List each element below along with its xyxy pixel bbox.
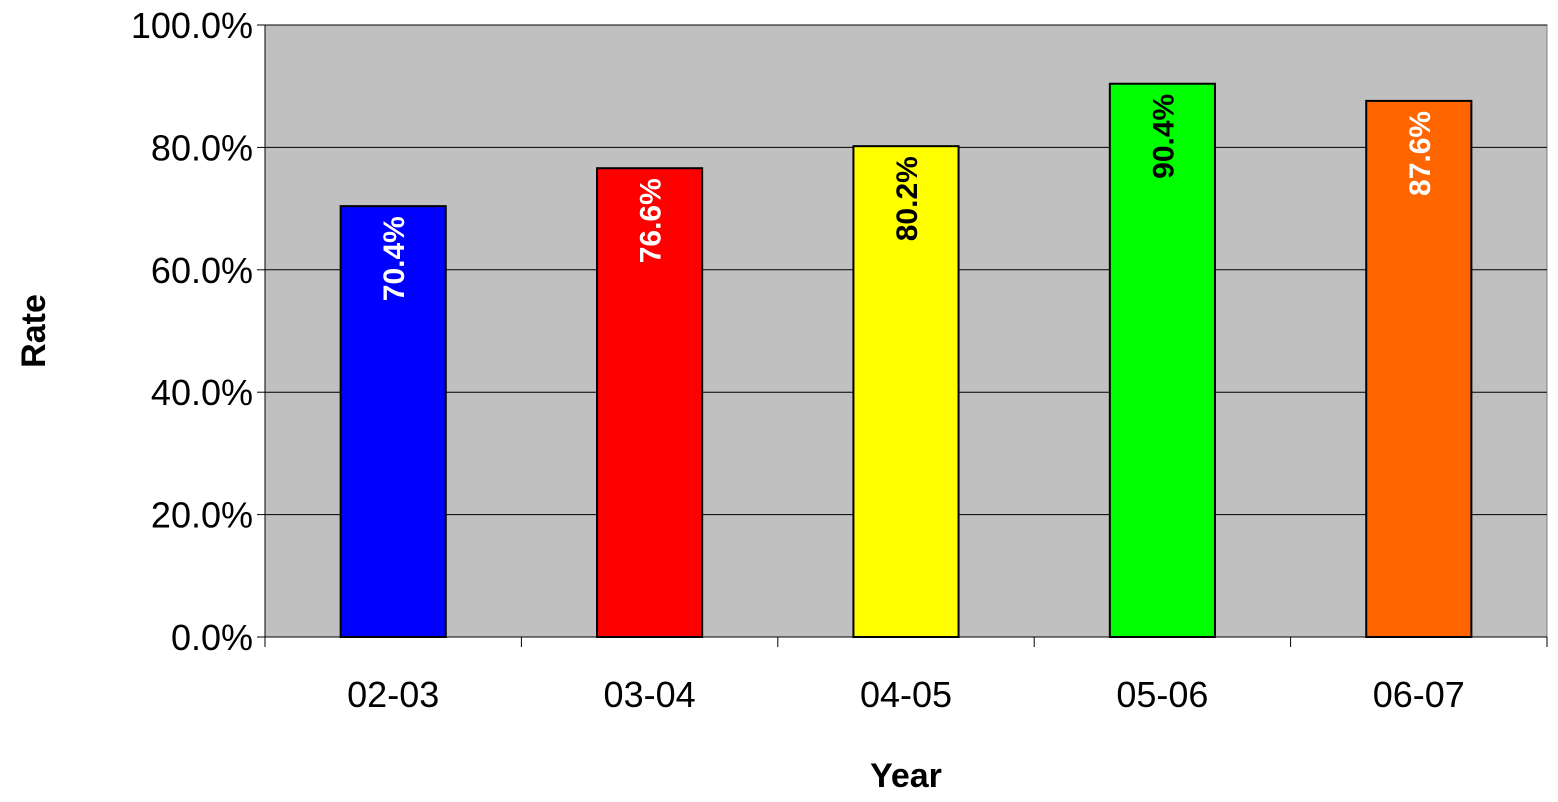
x-tick-label: 05-06 xyxy=(1116,674,1208,715)
bars xyxy=(339,82,1473,638)
y-tick-label: 20.0% xyxy=(151,495,253,536)
bar-04-05 xyxy=(852,145,960,638)
x-tick-label: 06-07 xyxy=(1373,674,1465,715)
data-labels: 70.4% 76.6% 80.2% 90.4% 87.6% xyxy=(378,94,1437,301)
y-tick-label: 100.0% xyxy=(131,5,253,46)
data-label: 76.6% xyxy=(635,178,668,263)
data-label: 80.2% xyxy=(891,156,924,241)
y-tick-label: 40.0% xyxy=(151,372,253,413)
y-tick-label: 80.0% xyxy=(151,127,253,168)
y-tick-label: 0.0% xyxy=(171,617,253,658)
x-axis-title: Year xyxy=(870,757,942,795)
y-tick-label: 60.0% xyxy=(151,250,253,291)
x-tick-label: 04-05 xyxy=(860,674,952,715)
y-axis-title: Rate xyxy=(15,294,53,368)
bar-02-03 xyxy=(339,205,447,638)
bar-05-06 xyxy=(1108,82,1216,638)
data-label: 90.4% xyxy=(1147,94,1180,179)
x-tick-label: 03-04 xyxy=(604,674,696,715)
bar-06-07 xyxy=(1365,99,1473,638)
bar-03-04 xyxy=(596,167,704,638)
data-label: 70.4% xyxy=(378,216,411,301)
tick-labels: 0.0% 20.0% 40.0% 60.0% 80.0% 100.0% 02-03 03-04… xyxy=(131,5,1465,715)
data-label: 87.6% xyxy=(1404,111,1437,196)
x-tick-label: 02-03 xyxy=(347,674,439,715)
